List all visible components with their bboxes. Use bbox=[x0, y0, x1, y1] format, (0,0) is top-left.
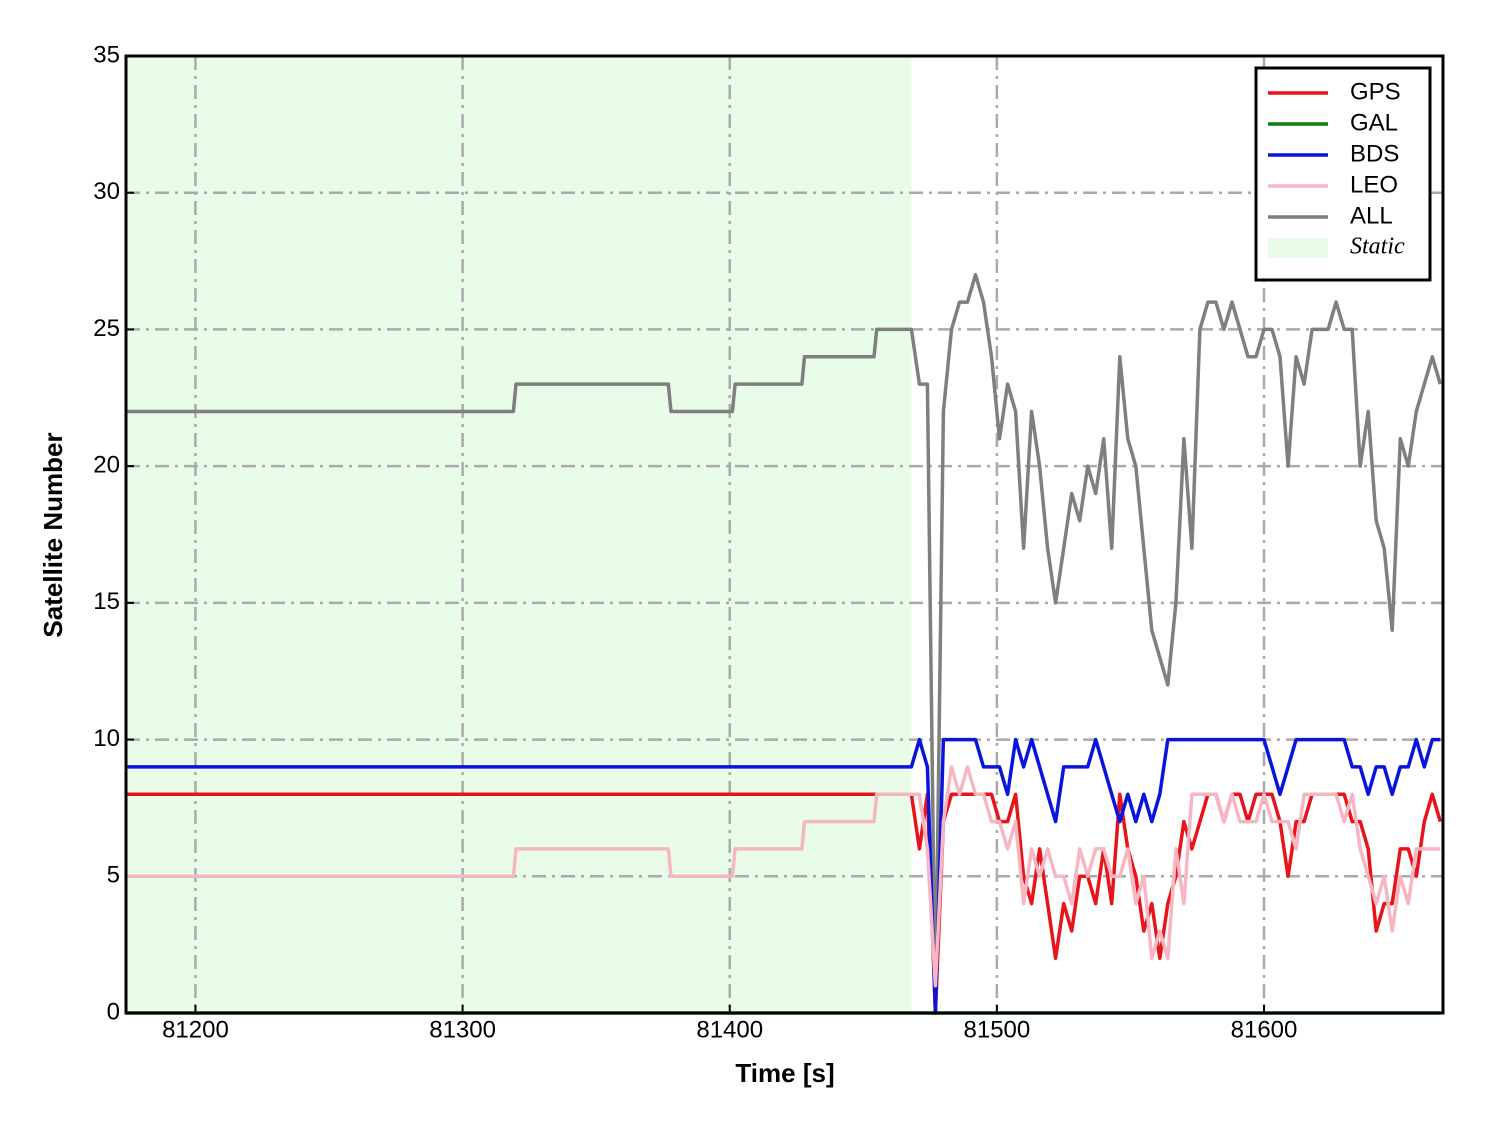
legend: GPS GAL BDS LEO ALL Static bbox=[1254, 66, 1432, 282]
y-axis-label: Satellite Number bbox=[38, 432, 68, 637]
legend-label: Static bbox=[1350, 234, 1405, 260]
legend-label: LEO bbox=[1350, 171, 1398, 198]
y-tick-label: 10 bbox=[93, 725, 120, 752]
y-tick-label: 35 bbox=[93, 41, 120, 68]
y-tick-label: 0 bbox=[107, 998, 120, 1025]
x-tick-label: 81600 bbox=[1231, 1016, 1298, 1043]
legend-label: GAL bbox=[1350, 109, 1398, 136]
series-line bbox=[126, 737, 1441, 1015]
series-line bbox=[126, 765, 1441, 988]
y-tick-label: 5 bbox=[107, 862, 120, 889]
y-tick-label: 30 bbox=[93, 178, 120, 205]
legend-label: BDS bbox=[1350, 140, 1399, 167]
x-tick-label: 81300 bbox=[429, 1016, 496, 1043]
legend-swatch bbox=[1268, 238, 1328, 258]
x-axis-label: Time [s] bbox=[735, 1058, 834, 1088]
shaded-region bbox=[126, 56, 912, 1013]
y-tick-label: 15 bbox=[93, 588, 120, 615]
x-tick-label: 81500 bbox=[964, 1016, 1031, 1043]
x-tick-label: 81400 bbox=[696, 1016, 763, 1043]
series-line bbox=[126, 272, 1442, 1015]
y-tick-label: 25 bbox=[93, 315, 120, 342]
y-tick-label: 20 bbox=[93, 451, 120, 478]
plot-frame bbox=[124, 54, 1445, 1015]
x-tick-label: 81200 bbox=[162, 1016, 229, 1043]
legend-label: GPS bbox=[1350, 78, 1401, 105]
legend-label: ALL bbox=[1350, 202, 1393, 229]
